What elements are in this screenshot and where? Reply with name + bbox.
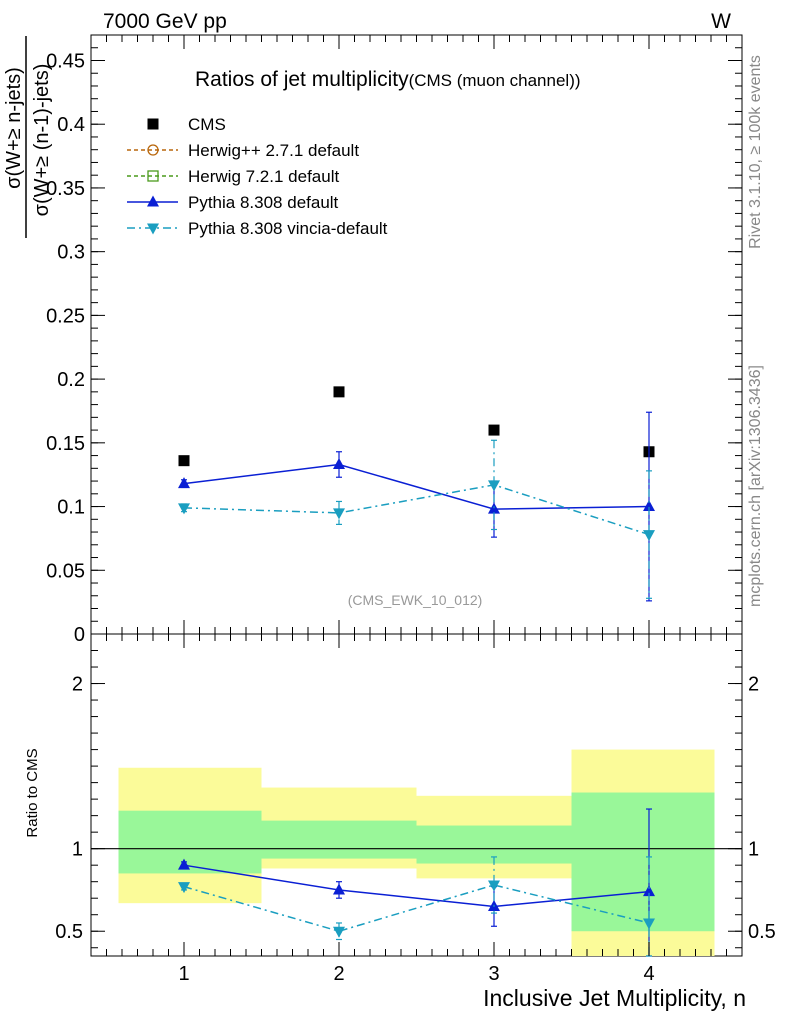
series-0 [178, 386, 655, 467]
ratio-series-line [183, 884, 650, 933]
legend-label: Pythia 8.308 vincia-default [188, 219, 388, 238]
chart-title: Ratios of jet multiplicity(CMS (muon cha… [195, 68, 581, 91]
ylabel-denominator: σ(W+≥ (n-1)-jets) [31, 64, 53, 217]
data-point [643, 500, 655, 512]
uncertainty-band-inner [118, 810, 262, 874]
ytick-label: 0 [74, 624, 85, 646]
legend-item: Pythia 8.308 vincia-default [127, 219, 388, 238]
data-point [333, 457, 345, 469]
ytick-label: 0.45 [46, 50, 85, 72]
xtick-label: 4 [643, 963, 654, 985]
legend-marker [147, 144, 159, 156]
series-line [183, 484, 650, 536]
data-point [178, 503, 190, 515]
analysis-watermark: (CMS_EWK_10_012) [348, 592, 483, 608]
uncertainty-band-inner [571, 792, 715, 932]
ratio-series-1 [178, 856, 655, 957]
legend-label: Pythia 8.308 default [188, 193, 339, 212]
xtick-label: 2 [333, 963, 344, 985]
series-4 [178, 439, 655, 599]
legend-item: CMS [147, 115, 226, 134]
legend-marker [147, 170, 159, 182]
ytick-label: 0.25 [46, 305, 85, 327]
data-point [643, 530, 655, 542]
ytick-label: 0.1 [57, 497, 85, 519]
legend-label: Herwig++ 2.7.1 default [188, 141, 359, 160]
legend: CMS Herwig++ 2.7.1 default Herwig 7.2.1 de… [127, 115, 388, 238]
xtick-label: 3 [488, 963, 499, 985]
series-3 [178, 411, 655, 602]
chart-title-text: Ratios of jet multiplicity [195, 68, 409, 91]
data-point [178, 455, 190, 467]
ytick-label: 0.15 [46, 433, 85, 455]
data-point [488, 424, 500, 436]
ratio-data-point [333, 883, 345, 895]
legend-marker [147, 195, 159, 207]
ratio-series-line [183, 864, 650, 908]
ratio-ytick-label-right: 1 [748, 839, 759, 861]
xtick-label: 1 [178, 963, 189, 985]
ytick-label: 0.05 [46, 560, 85, 582]
ratio-ytick-label-right: 2 [748, 674, 759, 696]
ratio-data-point [488, 880, 500, 892]
rivet-label: Rivet 3.1.10, ≥ 100k events [747, 55, 764, 249]
ratio-data-point [643, 918, 655, 930]
data-point [178, 477, 190, 489]
xlabel: Inclusive Jet Multiplicity, n [483, 985, 746, 1011]
ratio-data-point [178, 858, 190, 870]
uncertainty-band-inner [261, 820, 417, 859]
ytick-label: 0.2 [57, 369, 85, 391]
ratio-data-point [333, 926, 345, 938]
data-point [488, 480, 500, 492]
ratio-data-point [643, 885, 655, 897]
mcplots-label: mcplots.cern.ch [arXiv:1306.3436] [747, 365, 764, 607]
legend-item: Herwig 7.2.1 default [127, 167, 339, 186]
series-line [183, 463, 650, 510]
data-point [333, 508, 345, 520]
data-point [333, 386, 345, 398]
ratio-ytick-label-right: 0.5 [748, 921, 776, 943]
ytick-label: 0.4 [57, 114, 85, 136]
ratio-ylabel: Ratio to CMS [24, 748, 41, 837]
header-process: 7000 GeV pp [103, 10, 227, 33]
ytick-label: 0.3 [57, 242, 85, 264]
ytick-label: 0.35 [46, 178, 85, 200]
chart-subtitle: (CMS (muon channel)) [409, 71, 581, 90]
legend-item: Pythia 8.308 default [127, 193, 339, 212]
ratio-ytick-label: 0.5 [55, 921, 83, 943]
header-boson: W [711, 10, 731, 33]
legend-item: Herwig++ 2.7.1 default [127, 141, 359, 160]
legend-label: CMS [188, 115, 226, 134]
ratio-ytick-label: 2 [72, 674, 83, 696]
main-ylabel: σ(W+≥ n-jets) σ(W+≥ (n-1)-jets) [3, 36, 53, 238]
legend-marker [147, 118, 159, 130]
ylabel-numerator: σ(W+≥ n-jets) [3, 67, 25, 189]
legend-marker [147, 223, 159, 235]
ratio-ytick-label: 1 [72, 839, 83, 861]
ratio-data-point [178, 882, 190, 894]
legend-label: Herwig 7.2.1 default [188, 167, 339, 186]
